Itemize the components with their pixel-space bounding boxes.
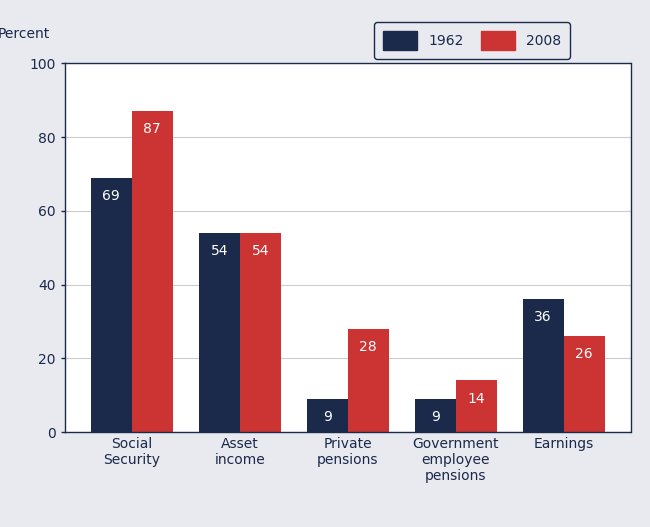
Text: 36: 36 bbox=[534, 310, 552, 325]
Text: 28: 28 bbox=[359, 340, 377, 354]
Text: 9: 9 bbox=[431, 410, 439, 424]
Text: Percent: Percent bbox=[0, 27, 49, 41]
Bar bbox=[132, 111, 173, 432]
Text: 26: 26 bbox=[575, 347, 593, 362]
Bar bbox=[91, 178, 132, 432]
Bar bbox=[307, 399, 348, 432]
Bar bbox=[415, 399, 456, 432]
Bar bbox=[523, 299, 564, 432]
Bar bbox=[564, 336, 604, 432]
Bar bbox=[348, 329, 389, 432]
Text: 9: 9 bbox=[323, 410, 332, 424]
Text: 14: 14 bbox=[467, 392, 485, 406]
Text: 87: 87 bbox=[144, 122, 161, 136]
Text: 54: 54 bbox=[252, 244, 269, 258]
Legend: 1962, 2008: 1962, 2008 bbox=[374, 22, 570, 58]
Bar bbox=[240, 233, 281, 432]
Bar bbox=[456, 380, 497, 432]
Bar bbox=[199, 233, 240, 432]
Text: 54: 54 bbox=[211, 244, 228, 258]
Text: 69: 69 bbox=[102, 189, 120, 203]
